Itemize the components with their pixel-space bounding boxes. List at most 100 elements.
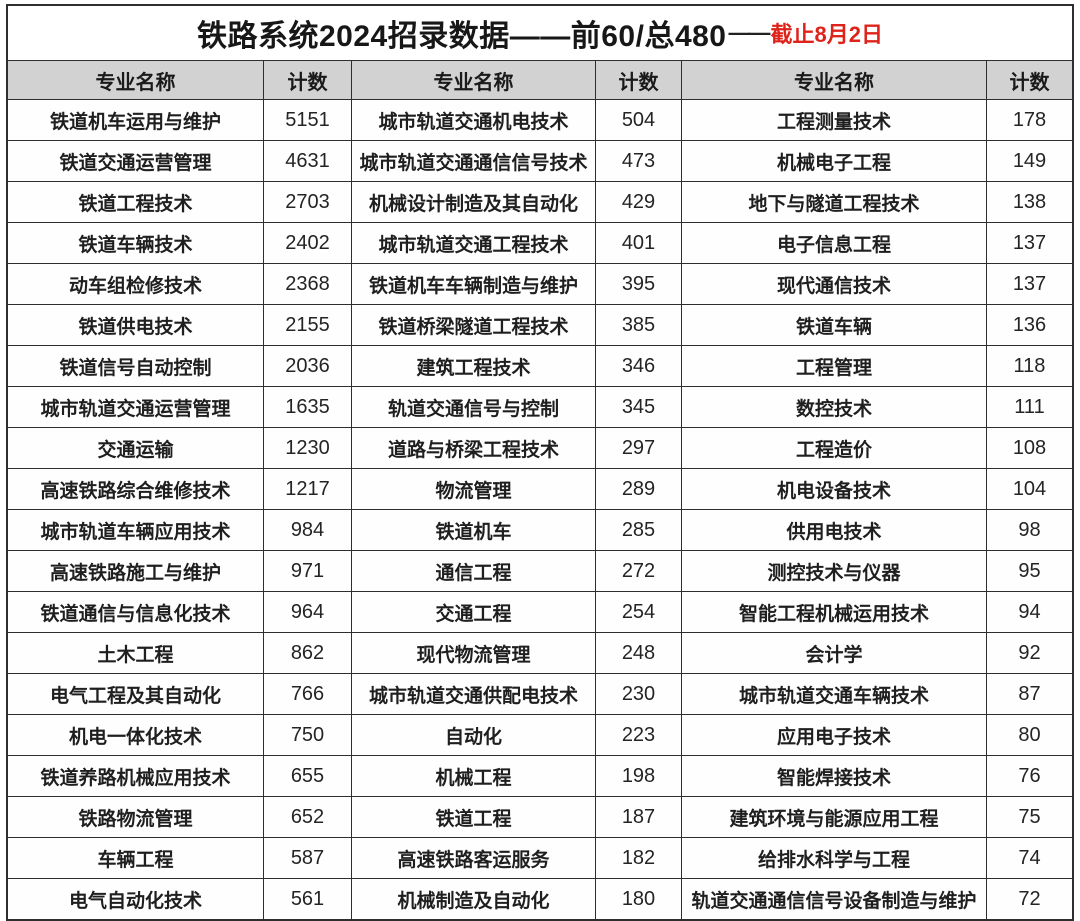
table-row: 铁道交通运营管理 4631 城市轨道交通通信信号技术 473 机械电子工程 149 <box>8 140 1072 181</box>
major-name-cell: 高速铁路施工与维护 <box>49 562 221 584</box>
table-body: 铁道机车运用与维护 5151 城市轨道交通机电技术 504 工程测量技术 178 铁道交通运… <box>8 99 1072 919</box>
table-row: 铁道工程技术 2703 机械设计制造及其自动化 429 地下与隧道工程技术 138 <box>8 181 1072 222</box>
major-name-cell: 铁道车辆技术 <box>78 234 193 256</box>
count-cell: 182 <box>595 838 681 878</box>
count-cell: 2368 <box>263 264 351 304</box>
major-name-cell: 铁道交通运营管理 <box>59 152 212 174</box>
major-name-cell: 供用电技术 <box>681 510 986 550</box>
major-name-cell: 自动化 <box>351 715 595 755</box>
major-name-cell: 城市轨道交通机电技术 <box>351 100 595 140</box>
count-cell: 272 <box>595 551 681 591</box>
major-name-cell: 道路与桥梁工程技术 <box>351 428 595 468</box>
major-name-cell: 高速铁路综合维修技术 <box>40 480 231 502</box>
major-name-cell: 动车组检修技术 <box>68 275 202 297</box>
count-cell: 92 <box>986 633 1072 673</box>
count-cell: 1230 <box>263 428 351 468</box>
major-name-cell: 会计学 <box>681 633 986 673</box>
major-name-cell: 建筑环境与能源应用工程 <box>681 797 986 837</box>
major-name-cell: 铁道机车车辆制造与维护 <box>351 264 595 304</box>
count-cell: 149 <box>986 141 1072 181</box>
count-cell: 108 <box>986 428 1072 468</box>
table-row: 高速铁路综合维修技术 1217 物流管理 289 机电设备技术 104 <box>8 468 1072 509</box>
major-name-cell: 工程测量技术 <box>681 100 986 140</box>
count-cell: 862 <box>263 633 351 673</box>
count-cell: 1635 <box>263 387 351 427</box>
count-cell: 95 <box>986 551 1072 591</box>
count-cell: 230 <box>595 674 681 714</box>
table-row: 交通运输 1230 道路与桥梁工程技术 297 工程造价 108 <box>8 427 1072 468</box>
major-name-cell: 现代物流管理 <box>351 633 595 673</box>
major-name-cell: 给排水科学与工程 <box>681 838 986 878</box>
major-name-cell: 电子信息工程 <box>681 223 986 263</box>
major-name-cell: 城市轨道车辆应用技术 <box>40 521 231 543</box>
count-cell: 223 <box>595 715 681 755</box>
count-cell: 473 <box>595 141 681 181</box>
count-cell: 254 <box>595 592 681 632</box>
count-cell: 180 <box>595 879 681 919</box>
count-cell: 285 <box>595 510 681 550</box>
count-cell: 187 <box>595 797 681 837</box>
major-name-cell: 应用电子技术 <box>681 715 986 755</box>
major-name-cell: 铁道机车 <box>351 510 595 550</box>
count-cell: 98 <box>986 510 1072 550</box>
major-name-cell: 智能焊接技术 <box>681 756 986 796</box>
header-cell: 计数 <box>595 61 681 99</box>
major-name-cell: 城市轨道交通工程技术 <box>351 223 595 263</box>
major-name-cell: 电气自动化技术 <box>68 890 202 912</box>
major-name-cell: 通信工程 <box>351 551 595 591</box>
table-row: 车辆工程 587 高速铁路客运服务 182 给排水科学与工程 74 <box>8 837 1072 878</box>
major-name-cell: 工程管理 <box>681 346 986 386</box>
count-cell: 80 <box>986 715 1072 755</box>
table-row: 城市轨道车辆应用技术 984 铁道机车 285 供用电技术 98 <box>8 509 1072 550</box>
title-dash: —— <box>728 20 771 45</box>
table-row: 铁道通信与信息化技术 964 交通工程 254 智能工程机械运用技术 94 <box>8 591 1072 632</box>
major-name-cell: 地下与隧道工程技术 <box>681 182 986 222</box>
major-name-cell: 轨道交通通信信号设备制造与维护 <box>681 879 986 919</box>
major-name-cell: 铁道供电技术 <box>78 316 193 338</box>
count-cell: 429 <box>595 182 681 222</box>
count-cell: 587 <box>263 838 351 878</box>
count-cell: 964 <box>263 592 351 632</box>
major-name-cell: 铁道通信与信息化技术 <box>40 603 231 625</box>
count-cell: 346 <box>595 346 681 386</box>
count-cell: 87 <box>986 674 1072 714</box>
major-name-cell: 铁道工程技术 <box>78 193 193 215</box>
header-cell: 计数 <box>263 61 351 99</box>
count-cell: 137 <box>986 223 1072 263</box>
count-cell: 504 <box>595 100 681 140</box>
table-row: 电气自动化技术 561 机械制造及自动化 180 轨道交通通信信号设备制造与维护 72 <box>8 878 1072 919</box>
major-name-cell: 机电一体化技术 <box>68 726 202 748</box>
major-name-cell: 城市轨道交通运营管理 <box>40 398 231 420</box>
table-header-row: 专业名称 计数 专业名称 计数 专业名称 计数 <box>8 60 1072 99</box>
major-name-cell: 铁道信号自动控制 <box>59 357 212 379</box>
table-row: 铁道机车运用与维护 5151 城市轨道交通机电技术 504 工程测量技术 178 <box>8 99 1072 140</box>
count-cell: 401 <box>595 223 681 263</box>
count-cell: 94 <box>986 592 1072 632</box>
count-cell: 104 <box>986 469 1072 509</box>
table-row: 铁路物流管理 652 铁道工程 187 建筑环境与能源应用工程 75 <box>8 796 1072 837</box>
header-cell: 专业名称 <box>681 61 986 99</box>
header-cell: 计数 <box>986 61 1072 99</box>
count-cell: 137 <box>986 264 1072 304</box>
major-name-cell: 城市轨道交通车辆技术 <box>681 674 986 714</box>
count-cell: 198 <box>595 756 681 796</box>
count-cell: 76 <box>986 756 1072 796</box>
count-cell: 655 <box>263 756 351 796</box>
header-cell: 专业名称 <box>95 71 176 94</box>
count-cell: 766 <box>263 674 351 714</box>
count-cell: 2036 <box>263 346 351 386</box>
count-cell: 75 <box>986 797 1072 837</box>
table-row: 铁道养路机械应用技术 655 机械工程 198 智能焊接技术 76 <box>8 755 1072 796</box>
count-cell: 297 <box>595 428 681 468</box>
count-cell: 72 <box>986 879 1072 919</box>
major-name-cell: 土木工程 <box>97 644 174 666</box>
major-name-cell: 工程造价 <box>681 428 986 468</box>
table-row: 铁道供电技术 2155 铁道桥梁隧道工程技术 385 铁道车辆 136 <box>8 304 1072 345</box>
major-name-cell: 轨道交通信号与控制 <box>351 387 595 427</box>
major-name-cell: 智能工程机械运用技术 <box>681 592 986 632</box>
count-cell: 1217 <box>263 469 351 509</box>
count-cell: 4631 <box>263 141 351 181</box>
deadline-note: 截止8月2日 <box>770 22 883 47</box>
count-cell: 289 <box>595 469 681 509</box>
table-row: 机电一体化技术 750 自动化 223 应用电子技术 80 <box>8 714 1072 755</box>
